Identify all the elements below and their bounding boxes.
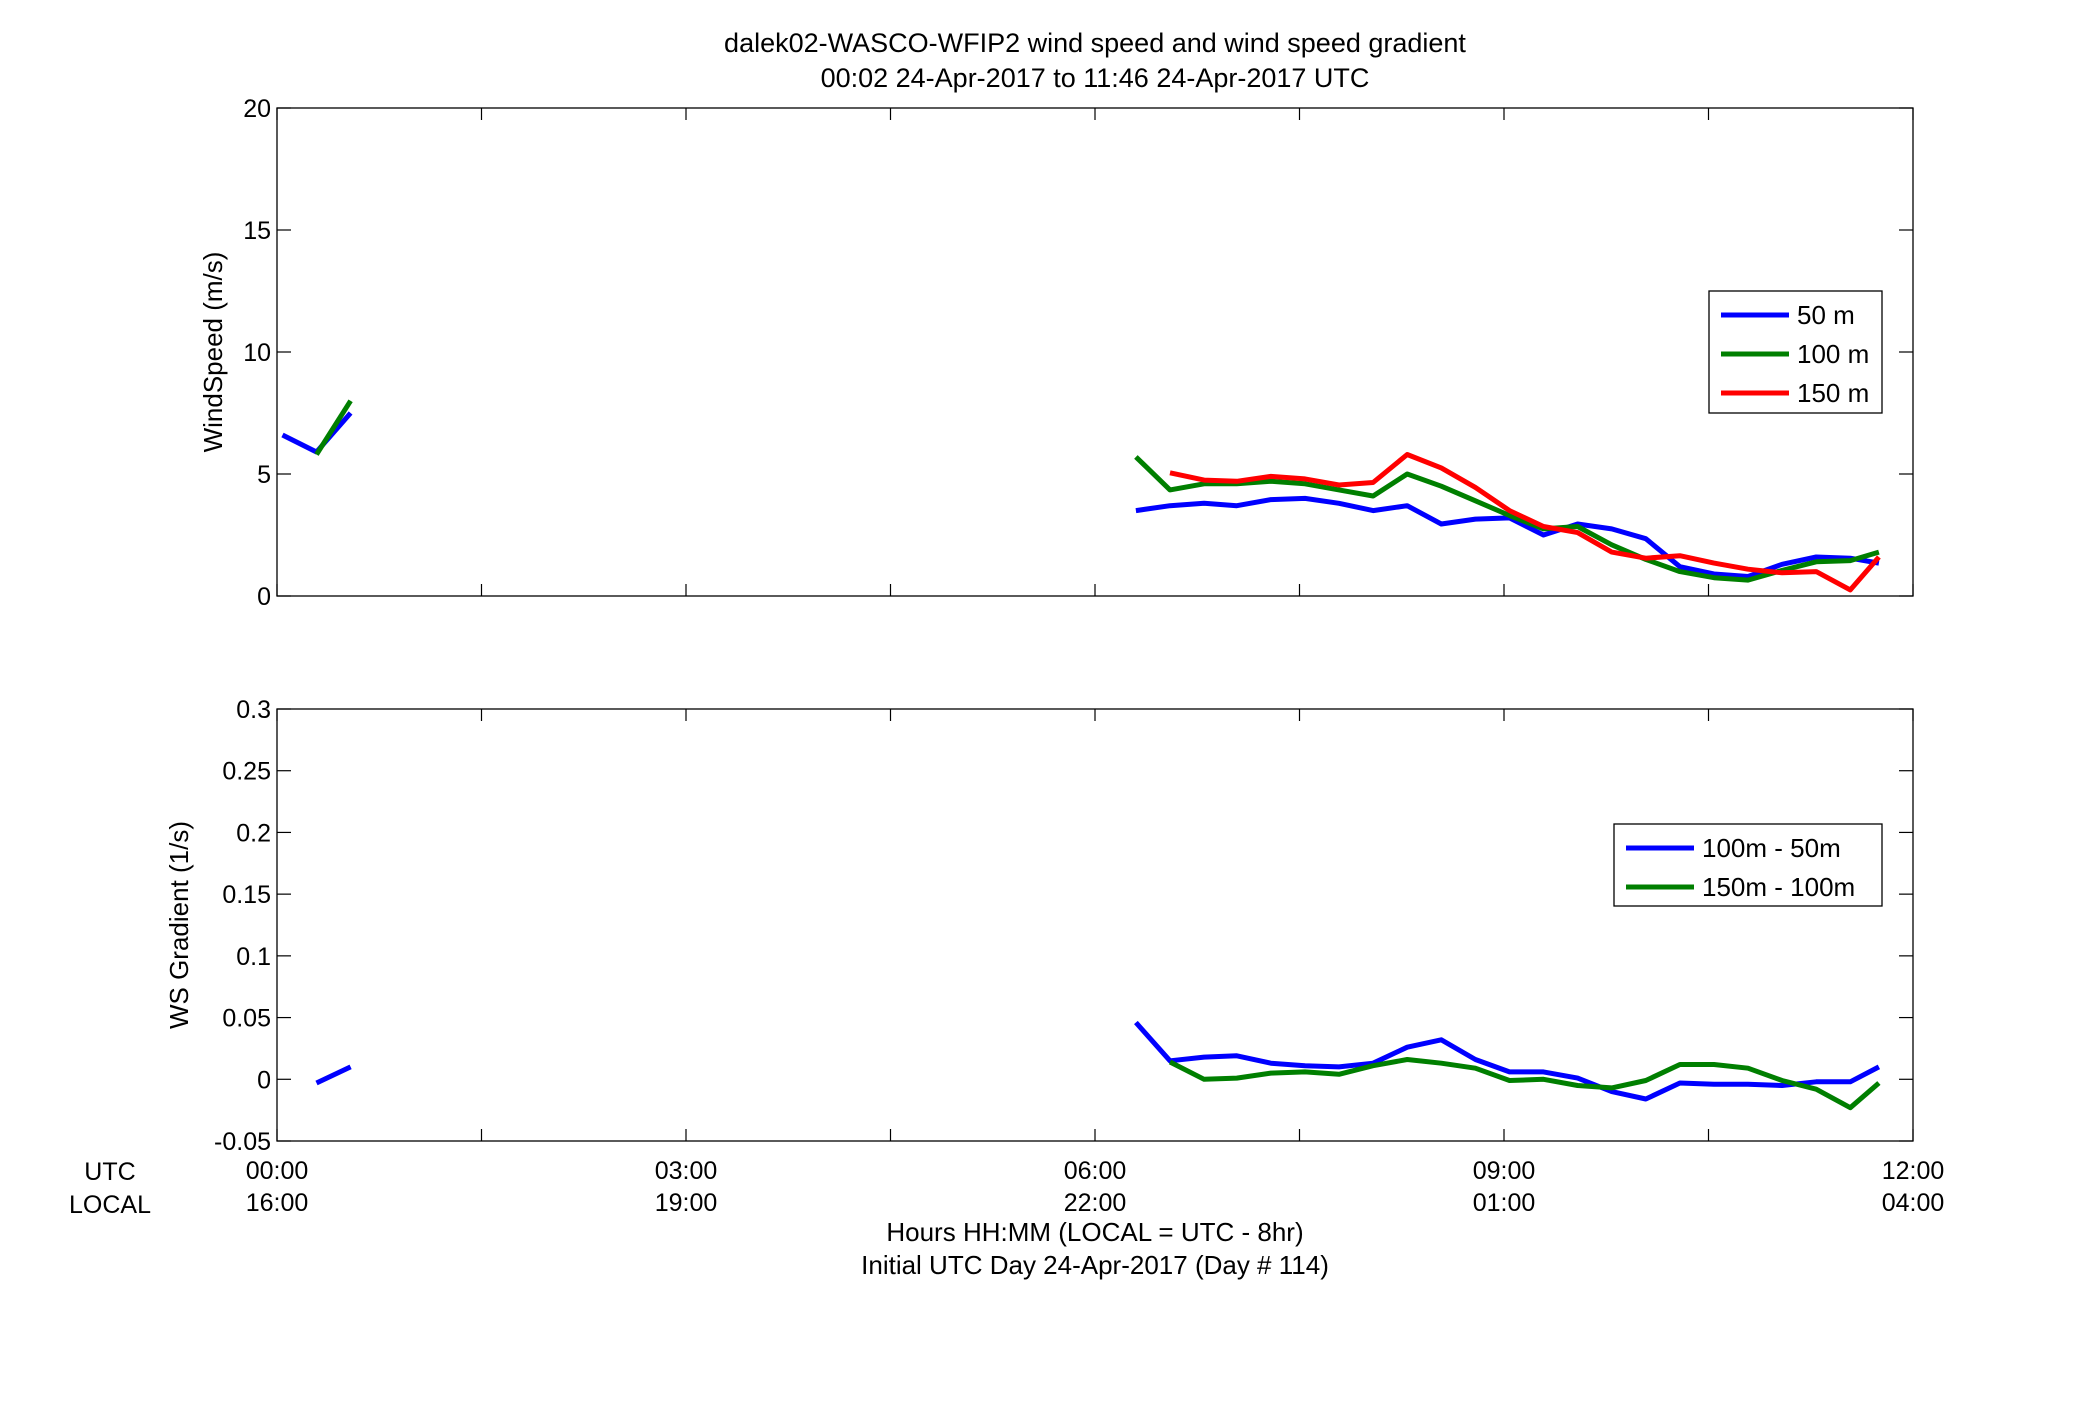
gradient-panel: -0.05 0 0.05 0.1 0.15 0.2 0.25 0.3 WS Gradient (… (164, 696, 1914, 1156)
x-tick-label-local: 16:00 (246, 1189, 309, 1217)
y-tick-label: 0 (257, 583, 271, 611)
panels: 0 5 10 15 20 WindSpeed (m/s) 50 m 100 m 150 m -0.… (164, 95, 1944, 1217)
y-tick-label: 0.15 (222, 881, 271, 909)
y-tick-label: 20 (243, 95, 271, 123)
y-tick-label: 0.2 (236, 819, 271, 847)
legend-box (1613, 823, 1883, 907)
series-line-100-m (314, 399, 353, 456)
series-line-100m-50m (1134, 1020, 1881, 1102)
series-line-150-m (1169, 452, 1881, 593)
y-tick-label: -0.05 (214, 1128, 271, 1156)
x-tick-label-utc: 03:00 (655, 1157, 718, 1185)
y-tick-label: 0 (257, 1066, 271, 1094)
x-axis-label: Hours HH:MM (LOCAL = UTC - 8hr) (886, 1217, 1303, 1247)
legend-label: 100 m (1797, 339, 1869, 369)
series-line-150m-100m (1168, 1057, 1881, 1111)
legend-label: 150 m (1797, 378, 1869, 408)
legend-label: 100m - 50m (1702, 833, 1841, 863)
plot-frame (276, 107, 1914, 597)
windspeed-panel: 0 5 10 15 20 WindSpeed (m/s) 50 m 100 m 150 m (198, 95, 1914, 611)
x-tick-label-utc: 12:00 (1882, 1157, 1945, 1185)
x-tick-label-local: 22:00 (1064, 1189, 1127, 1217)
series-line-100m-50m (315, 1064, 352, 1086)
legend: 50 m 100 m 150 m (1708, 290, 1883, 414)
x-tick-label-local: 04:00 (1882, 1189, 1945, 1217)
x-tick-label-local: 19:00 (655, 1189, 718, 1217)
y-tick-label: 0.3 (236, 696, 271, 724)
chart-subtitle: 00:02 24-Apr-2017 to 11:46 24-Apr-2017 U… (821, 63, 1370, 93)
y-tick-label: 5 (257, 461, 271, 489)
y-tick-label: 10 (243, 339, 271, 367)
y-axis-label: WindSpeed (m/s) (198, 252, 228, 453)
plot-frame (276, 708, 1914, 1142)
y-axis-label: WS Gradient (1/s) (164, 821, 194, 1029)
x-axis-sublabel: Initial UTC Day 24-Apr-2017 (Day # 114) (861, 1250, 1329, 1280)
legend-label: 150m - 100m (1702, 872, 1855, 902)
series-line-100-m (1134, 455, 1880, 583)
chart-title: dalek02-WASCO-WFIP2 wind speed and wind … (724, 28, 1466, 58)
x-tick-label-utc: 06:00 (1064, 1157, 1127, 1185)
legend-label: 50 m (1797, 300, 1855, 330)
local-row-label: LOCAL (69, 1191, 151, 1219)
legend: 100m - 50m 150m - 100m (1613, 823, 1883, 907)
x-tick-label-utc: 09:00 (1473, 1157, 1536, 1185)
x-tick-label-local: 01:00 (1473, 1189, 1536, 1217)
y-tick-label: 15 (243, 217, 271, 245)
x-tick-label-utc: 00:00 (246, 1157, 309, 1185)
y-tick-label: 0.1 (236, 943, 271, 971)
y-tick-label: 0.05 (222, 1005, 271, 1033)
y-tick-label: 0.25 (222, 758, 271, 786)
utc-row-label: UTC (84, 1158, 135, 1186)
